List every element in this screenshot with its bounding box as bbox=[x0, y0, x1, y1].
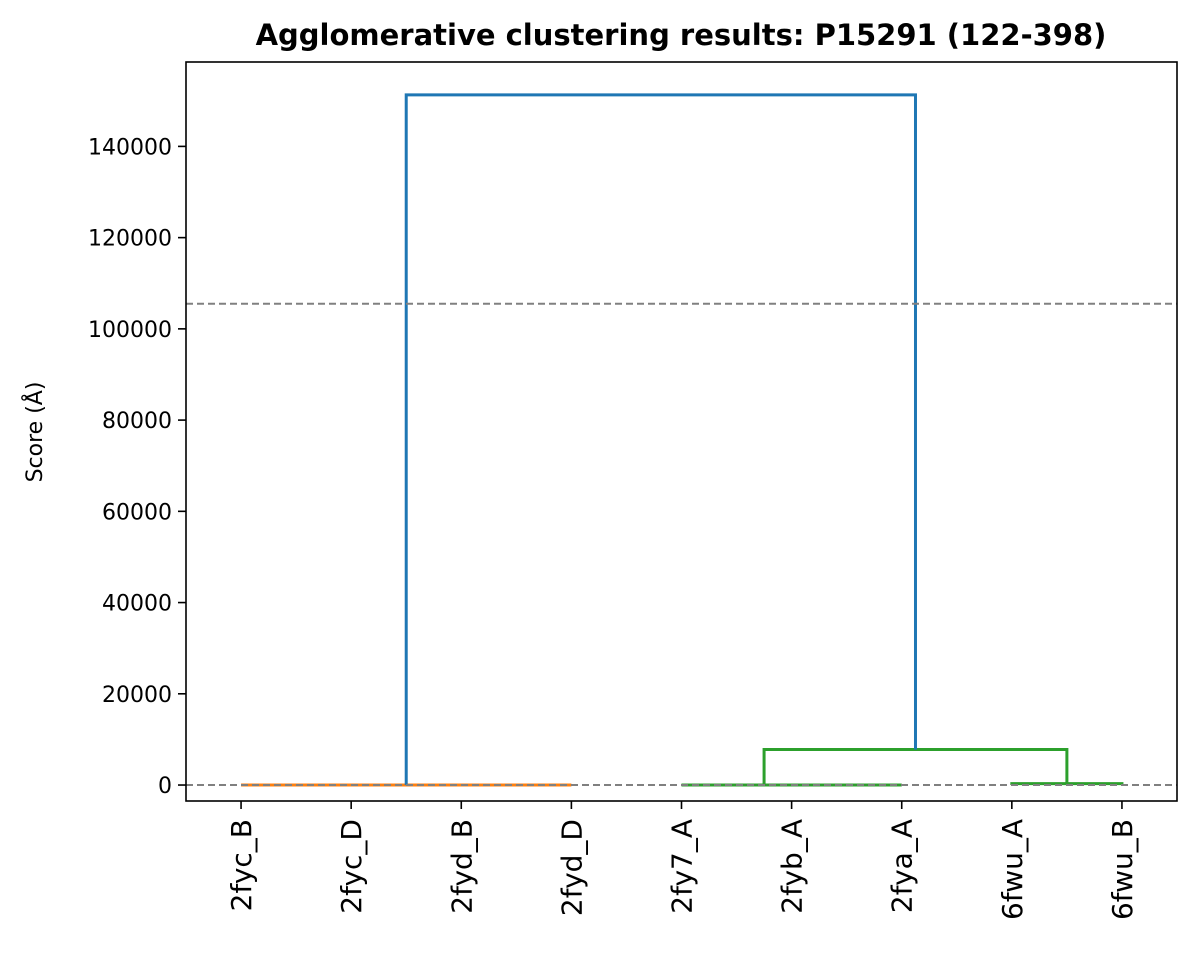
ytick-label-3: 60000 bbox=[102, 500, 172, 525]
ytick-label-0: 0 bbox=[158, 774, 172, 799]
threshold-lines bbox=[186, 302, 1177, 787]
y-axis-label: Score (Å) bbox=[21, 382, 48, 483]
ytick-label-7: 140000 bbox=[88, 135, 172, 160]
ytick-label-1: 20000 bbox=[102, 683, 172, 708]
plot-frame bbox=[185, 61, 1178, 802]
leaf-label-2fyc_D: 2fyc_D bbox=[335, 819, 368, 914]
ytick-label-2: 40000 bbox=[102, 592, 172, 617]
ytick-label-6: 120000 bbox=[88, 227, 172, 252]
x-axis: 2fyc_B 2fyc_D 2fyd_B 2fyd_D 2fy7_A 2fyb_A 2fya… bbox=[225, 801, 1139, 920]
leaf-label-2fyb_A: 2fyb_A bbox=[776, 819, 809, 914]
y-axis: 0 20000 40000 60000 80000 100000 120000 140000 bbox=[88, 135, 186, 799]
dendrogram-link-6 bbox=[762, 747, 1069, 786]
leaf-label-2fyd_B: 2fyd_B bbox=[445, 819, 478, 914]
leaf-label-6fwu_B: 6fwu_B bbox=[1106, 819, 1139, 920]
leaf-label-6fwu_A: 6fwu_A bbox=[996, 819, 1029, 920]
chart-title: Agglomerative clustering results: P15291… bbox=[256, 18, 1107, 52]
leaf-label-2fyc_B: 2fyc_B bbox=[225, 819, 258, 911]
leaf-label-2fy7_A: 2fy7_A bbox=[666, 819, 699, 914]
leaf-label-2fya_A: 2fya_A bbox=[886, 819, 919, 913]
ytick-label-4: 80000 bbox=[102, 409, 172, 434]
ytick-label-5: 100000 bbox=[88, 318, 172, 343]
leaf-label-2fyd_D: 2fyd_D bbox=[555, 819, 588, 916]
dendrogram-link-7 bbox=[404, 93, 917, 786]
dendrogram-links bbox=[241, 93, 1124, 787]
